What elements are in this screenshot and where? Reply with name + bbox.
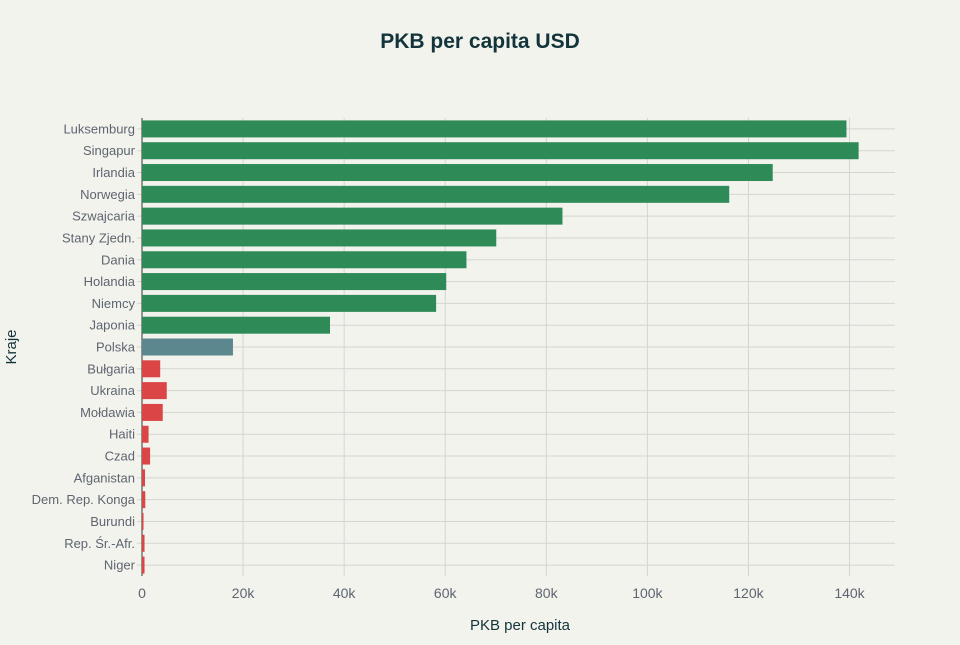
y-tick-label: Dania — [101, 252, 136, 267]
bar — [142, 251, 467, 269]
x-axis-label: PKB per capita — [470, 617, 571, 634]
y-tick-label: Niger — [104, 558, 136, 573]
x-tick-label: 120k — [733, 585, 764, 601]
bar — [142, 360, 161, 378]
bar — [142, 273, 447, 291]
bar — [142, 229, 497, 247]
y-tick-label: Holandia — [84, 274, 136, 289]
x-tick-label: 40k — [333, 585, 357, 601]
bar — [142, 164, 773, 182]
bar — [142, 142, 859, 160]
x-tick-label: 60k — [434, 585, 458, 601]
bar — [142, 316, 330, 334]
bar — [142, 382, 167, 400]
y-tick-label: Mołdawia — [80, 405, 136, 420]
chart-title: PKB per capita USD — [380, 30, 580, 53]
y-tick-label: Bułgaria — [87, 361, 135, 376]
bar — [142, 338, 233, 356]
y-tick-label: Dem. Rep. Konga — [32, 492, 136, 507]
x-tick-label: 80k — [535, 585, 559, 601]
bar — [142, 185, 730, 203]
bar — [142, 556, 145, 574]
y-tick-label: Afganistan — [74, 470, 135, 485]
x-tick-label: 100k — [632, 585, 663, 601]
y-tick-label: Rep. Śr.-Afr. — [64, 536, 135, 551]
y-axis-label: Kraje — [3, 329, 20, 364]
bar — [142, 447, 151, 465]
bar — [142, 403, 163, 421]
y-tick-label: Luksemburg — [63, 121, 135, 136]
bar — [142, 207, 563, 225]
y-tick-label: Singapur — [83, 143, 136, 158]
y-tick-label: Niemcy — [92, 296, 136, 311]
y-tick-label: Stany Zjedn. — [62, 230, 135, 245]
bar — [142, 491, 146, 509]
y-tick-label: Japonia — [89, 318, 135, 333]
bar — [142, 469, 146, 487]
y-tick-label: Burundi — [90, 514, 135, 529]
bar — [142, 425, 149, 443]
y-tick-label: Irlandia — [92, 165, 135, 180]
y-tick-label: Haiti — [109, 427, 135, 442]
y-tick-label: Czad — [105, 449, 135, 464]
bar — [142, 534, 145, 552]
x-tick-label: 20k — [232, 585, 256, 601]
y-tick-label: Polska — [96, 340, 136, 355]
bar — [142, 512, 144, 530]
y-tick-label: Norwegia — [80, 187, 136, 202]
y-tick-label: Szwajcaria — [72, 209, 136, 224]
x-tick-label: 0 — [138, 585, 146, 601]
x-tick-label: 140k — [834, 585, 865, 601]
bar — [142, 120, 847, 138]
bar — [142, 294, 437, 312]
y-tick-label: Ukraina — [90, 383, 136, 398]
